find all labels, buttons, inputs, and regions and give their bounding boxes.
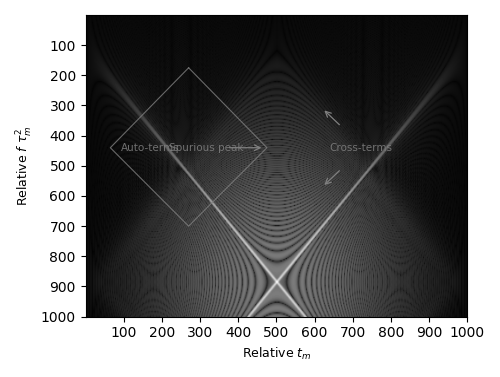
- Text: Spurious peak: Spurious peak: [168, 143, 243, 153]
- Text: Cross-terms: Cross-terms: [329, 143, 392, 153]
- X-axis label: Relative $t_m$: Relative $t_m$: [242, 346, 312, 362]
- Text: Auto-terms: Auto-terms: [121, 143, 180, 153]
- Y-axis label: Relative $f$ $\tau_m^2$: Relative $f$ $\tau_m^2$: [15, 126, 35, 206]
